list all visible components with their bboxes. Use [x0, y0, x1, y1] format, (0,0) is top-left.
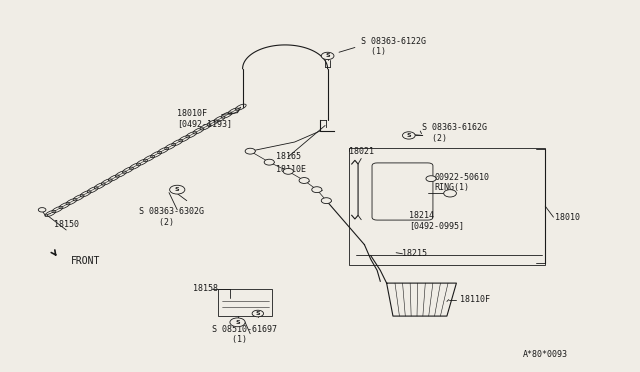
- Text: S 08363-6162G
  (2): S 08363-6162G (2): [422, 123, 486, 142]
- Text: 18010: 18010: [555, 213, 580, 222]
- Circle shape: [38, 208, 46, 212]
- Text: S 08363-6302G
    (2): S 08363-6302G (2): [139, 208, 204, 227]
- Circle shape: [230, 318, 245, 327]
- Text: A*80*0093: A*80*0093: [523, 350, 568, 359]
- Circle shape: [252, 310, 264, 317]
- Text: S: S: [236, 320, 240, 325]
- Text: 18214
[0492-0995]: 18214 [0492-0995]: [409, 211, 464, 231]
- Bar: [218, 289, 273, 316]
- Circle shape: [444, 190, 456, 197]
- Text: 18010F
[0492-1193]: 18010F [0492-1193]: [177, 109, 232, 128]
- Text: S: S: [255, 311, 260, 316]
- Text: S 08363-6122G
  (1): S 08363-6122G (1): [361, 37, 426, 57]
- Text: S: S: [175, 187, 180, 192]
- Text: 18110E: 18110E: [276, 165, 305, 174]
- Text: FRONT: FRONT: [71, 256, 100, 266]
- Text: 18165: 18165: [276, 152, 301, 161]
- Text: 18110F: 18110F: [460, 295, 490, 304]
- Circle shape: [284, 169, 293, 174]
- Text: 18158: 18158: [193, 284, 218, 293]
- Circle shape: [299, 177, 309, 183]
- Circle shape: [264, 159, 275, 165]
- Circle shape: [403, 132, 415, 139]
- Circle shape: [321, 198, 332, 203]
- Text: S: S: [406, 133, 411, 138]
- Circle shape: [321, 52, 334, 60]
- Circle shape: [426, 176, 436, 182]
- Text: 00922-50610
RING(1): 00922-50610 RING(1): [434, 173, 489, 192]
- Bar: [349, 148, 545, 265]
- Text: 18215: 18215: [403, 249, 428, 258]
- Text: S: S: [325, 54, 330, 58]
- Circle shape: [312, 187, 322, 193]
- Circle shape: [170, 185, 185, 194]
- Text: 18021: 18021: [349, 147, 374, 156]
- Text: S 08510-61697
    (1): S 08510-61697 (1): [212, 325, 277, 344]
- Text: 18150: 18150: [54, 220, 79, 229]
- Circle shape: [245, 148, 255, 154]
